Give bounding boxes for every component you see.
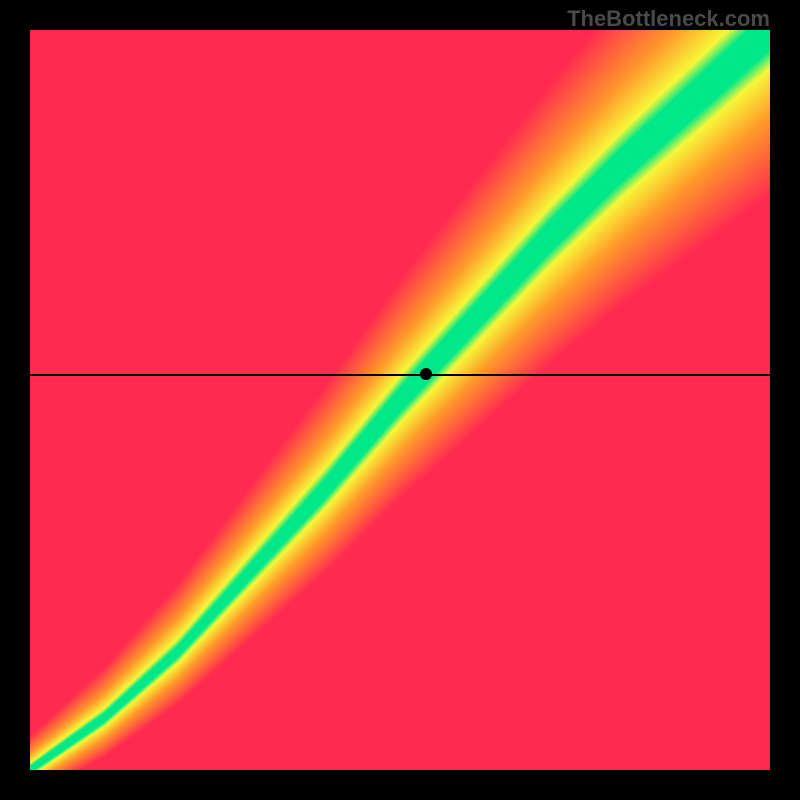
crosshair-horizontal (30, 374, 770, 376)
heatmap-canvas (30, 30, 770, 770)
crosshair-marker (420, 368, 432, 380)
watermark-text: TheBottleneck.com (567, 6, 770, 32)
plot-area (30, 30, 770, 770)
